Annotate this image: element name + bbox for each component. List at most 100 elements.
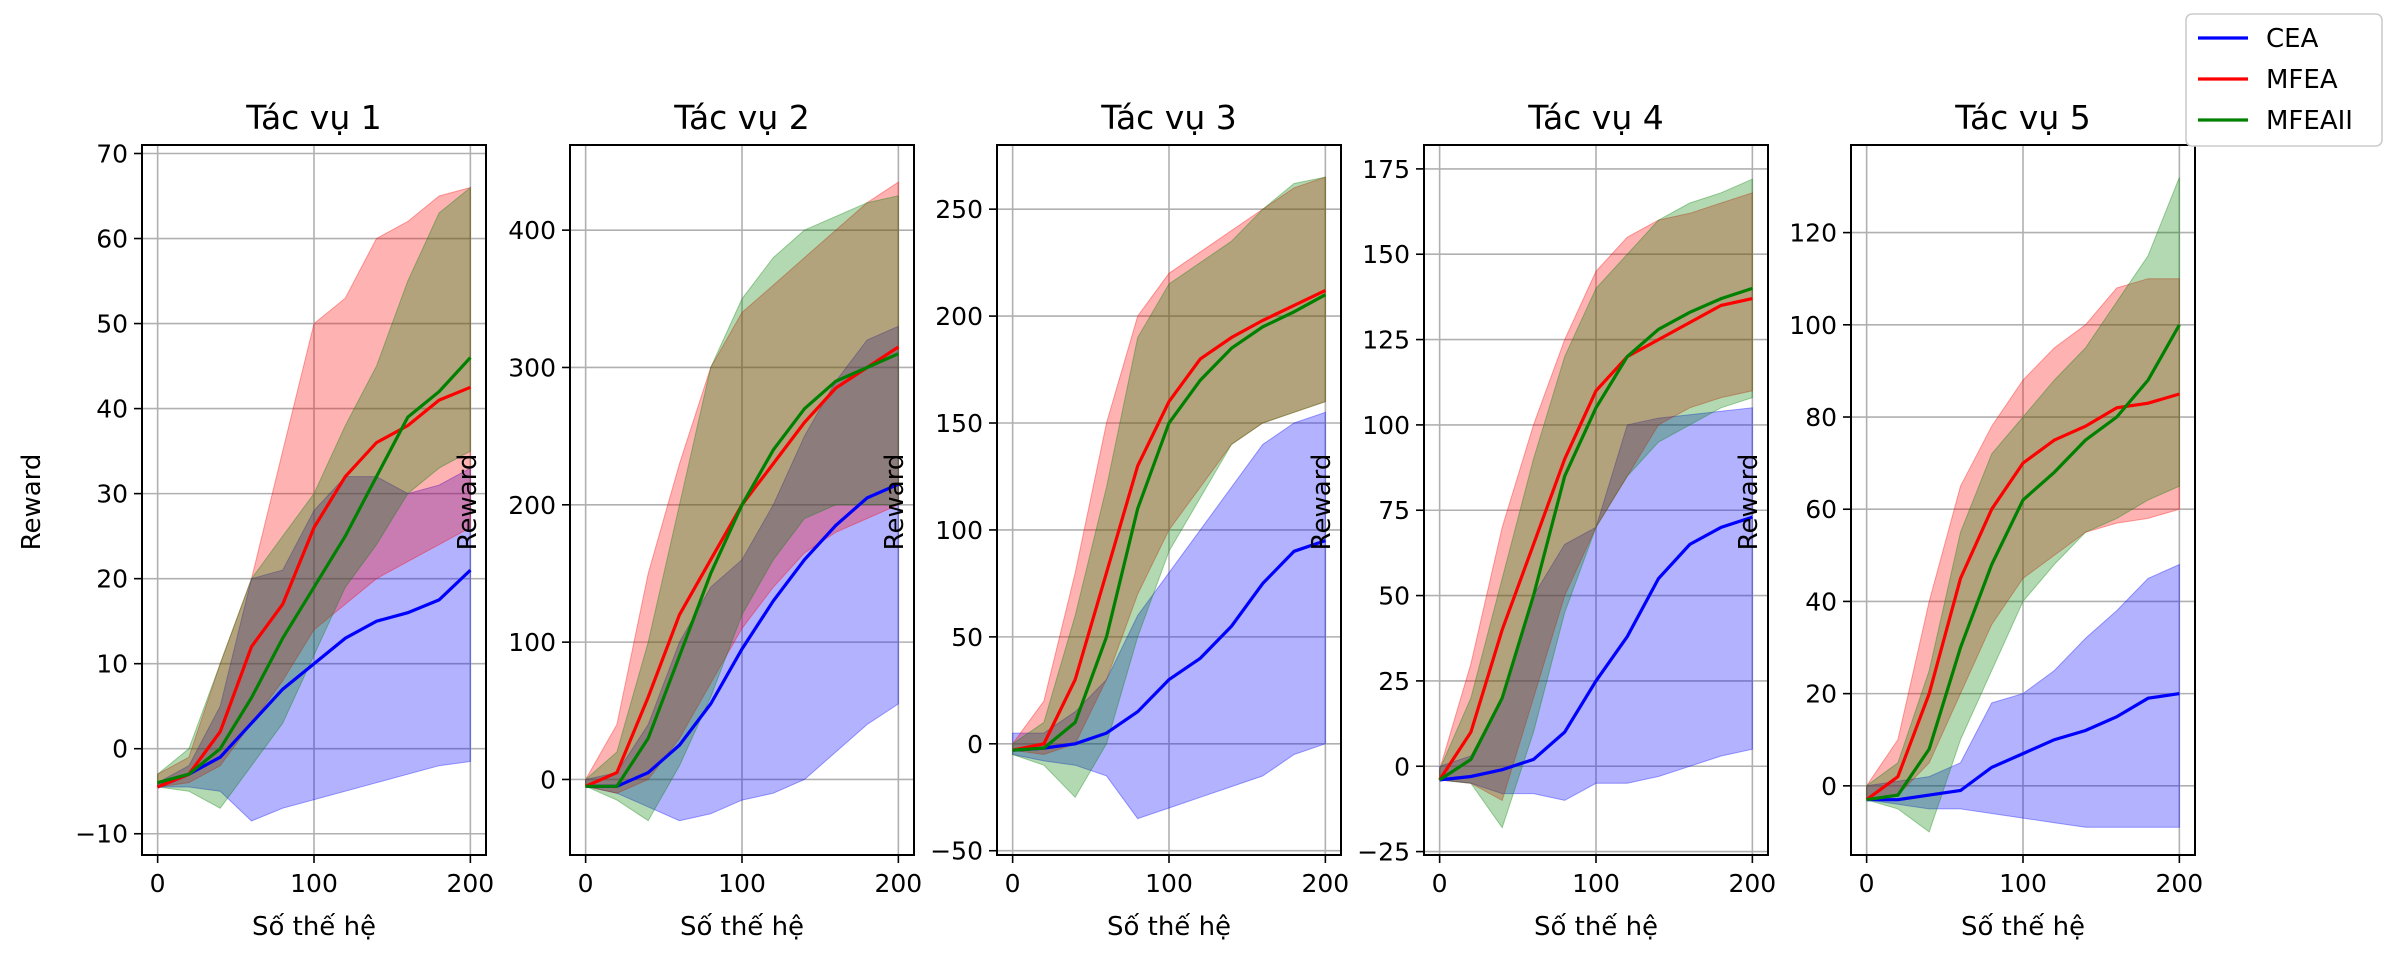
- x-axis-label: Số thế hệ: [252, 912, 376, 942]
- x-tick-label: 200: [2156, 869, 2204, 898]
- x-tick-label: 0: [1432, 869, 1448, 898]
- line-cea: [1012, 539, 1326, 752]
- y-tick-label: 200: [935, 302, 983, 331]
- y-axis-label: Reward: [1734, 454, 1764, 551]
- y-tick-label: 200: [508, 491, 556, 520]
- y-tick-label: 60: [96, 225, 128, 254]
- line-mfea: [1438, 297, 1753, 781]
- y-tick-label: 175: [1362, 155, 1410, 184]
- y-tick-label: 0: [1821, 772, 1837, 801]
- legend-label: MFEA: [2266, 65, 2338, 95]
- y-tick-label: 50: [96, 310, 128, 339]
- y-tick-label: −50: [930, 837, 983, 866]
- y-tick-label: 20: [1805, 680, 1837, 709]
- legend-box: [2185, 13, 2383, 147]
- y-tick-label: 250: [935, 195, 983, 224]
- band-mfeaii: [157, 186, 471, 809]
- subplot-5: 0 100 200 0 20 40 60 80 100 120 Tác vụ 5 Số thế hệ R…: [1734, 98, 2203, 942]
- band-mfea: [1012, 176, 1326, 756]
- x-tick-label: 200: [447, 869, 495, 898]
- line-mfeaii: [1012, 293, 1327, 752]
- subplot-title: Tác vụ 4: [1527, 98, 1663, 137]
- x-tick-label: 100: [718, 869, 766, 898]
- x-tick-label: 0: [578, 869, 594, 898]
- y-tick-label: 150: [935, 409, 983, 438]
- line-mfeaii: [1438, 286, 1753, 782]
- y-tick-label: 40: [96, 395, 128, 424]
- y-tick-label: 150: [1362, 240, 1410, 269]
- y-tick-label: −10: [75, 820, 128, 849]
- y-axis-label: Reward: [1307, 454, 1337, 551]
- x-axis-label: Số thế hệ: [1534, 912, 1658, 942]
- x-tick-label: 100: [1145, 869, 1193, 898]
- x-tick-label: 0: [150, 869, 166, 898]
- y-tick-label: 75: [1378, 496, 1410, 525]
- subplot-title: Tác vụ 3: [1100, 98, 1236, 137]
- band-mfeaii: [1866, 177, 2180, 833]
- legend: CEA MFEA MFEAII: [2185, 13, 2383, 147]
- y-tick-label: 0: [112, 735, 128, 764]
- line-mfeaii: [157, 356, 472, 785]
- y-tick-label: −25: [1357, 838, 1410, 867]
- band-cea: [1439, 407, 1753, 801]
- y-tick-label: 80: [1805, 403, 1837, 432]
- line-mfea: [1012, 288, 1327, 752]
- x-tick-label: 200: [1729, 869, 1777, 898]
- y-axis-label: Reward: [453, 454, 483, 551]
- y-axis-label: Reward: [880, 454, 910, 551]
- line-cea: [1866, 692, 2180, 802]
- y-tick-label: 10: [96, 650, 128, 679]
- subplot-title: Tác vụ 2: [673, 98, 809, 137]
- x-tick-label: 100: [1572, 869, 1620, 898]
- y-axis-label: Reward: [17, 454, 47, 551]
- y-tick-label: 100: [1362, 411, 1410, 440]
- x-tick-label: 0: [1005, 869, 1021, 898]
- y-tick-label: 30: [96, 480, 128, 509]
- band-cea: [157, 467, 471, 822]
- y-tick-label: 125: [1362, 326, 1410, 355]
- x-tick-label: 100: [1999, 869, 2047, 898]
- y-tick-label: 50: [1378, 582, 1410, 611]
- y-tick-label: 50: [951, 623, 983, 652]
- x-axis-label: Số thế hệ: [1107, 912, 1231, 942]
- band-mfea: [585, 181, 899, 794]
- y-tick-label: 25: [1378, 667, 1410, 696]
- x-axis-label: Số thế hệ: [1961, 912, 2085, 942]
- line-cea: [1439, 515, 1753, 782]
- y-tick-label: 40: [1805, 587, 1837, 616]
- y-tick-label: 60: [1805, 495, 1837, 524]
- legend-label: CEA: [2266, 24, 2319, 54]
- line-cea: [156, 568, 472, 789]
- band-mfeaii: [1012, 176, 1326, 799]
- subplot-3: 0 100 200 −50 0 50 100 150 200 250 Tác vụ 3 Số thế …: [880, 98, 1349, 942]
- y-tick-label: 20: [96, 565, 128, 594]
- x-tick-label: 200: [875, 869, 923, 898]
- subplot-title: Tác vụ 1: [245, 98, 381, 137]
- band-mfea: [157, 186, 471, 788]
- y-tick-label: 300: [508, 353, 556, 382]
- x-tick-label: 0: [1859, 869, 1875, 898]
- x-axis-label: Số thế hệ: [680, 912, 804, 942]
- subplot-2: 0 100 200 0 100 200 300 400 Tác vụ 2 Số thế hệ Rew…: [453, 98, 922, 942]
- band-mfea: [1866, 278, 2180, 801]
- y-tick-label: 100: [508, 628, 556, 657]
- y-tick-label: 400: [508, 216, 556, 245]
- subplot-title: Tác vụ 5: [1954, 98, 2090, 137]
- line-mfea: [156, 385, 472, 789]
- y-tick-label: 0: [967, 730, 983, 759]
- band-cea: [1012, 411, 1326, 820]
- subplot-1: 0 100 200 −10 0 10 20 30 40 50 60 70 Tác vụ 1 Số thế …: [17, 98, 494, 942]
- y-tick-label: 70: [96, 140, 128, 169]
- x-tick-label: 200: [1302, 869, 1350, 898]
- legend-label: MFEAII: [2266, 106, 2353, 136]
- subplot-4: 0 100 200 −25 0 25 50 75 100 125 150 175 Tác vụ 4 Số …: [1307, 98, 1776, 942]
- y-tick-label: 0: [540, 765, 556, 794]
- y-tick-label: 100: [935, 516, 983, 545]
- y-tick-label: 100: [1789, 311, 1837, 340]
- y-tick-label: 0: [1394, 752, 1410, 781]
- x-tick-label: 100: [290, 869, 338, 898]
- y-tick-label: 120: [1789, 219, 1837, 248]
- band-cea: [1866, 563, 2180, 828]
